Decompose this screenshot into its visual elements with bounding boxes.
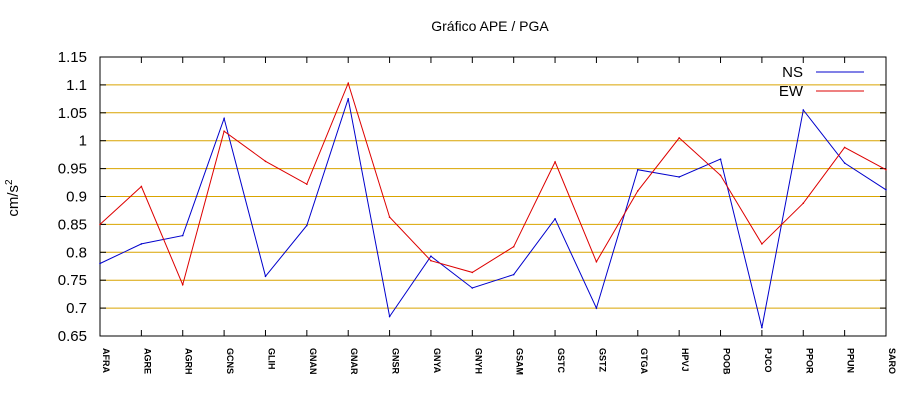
data-point-ns xyxy=(802,109,805,111)
data-point-ew xyxy=(430,259,432,262)
y-axis-label-superscript: 2 xyxy=(4,179,15,185)
x-tick-label: AGRE xyxy=(142,348,152,374)
y-tick-label: 0.9 xyxy=(66,189,87,206)
data-point-ew xyxy=(264,160,267,163)
y-tick-label: 1 xyxy=(79,133,87,150)
legend: NS EW xyxy=(779,64,864,100)
x-tick-label: SARO xyxy=(887,348,897,374)
x-tick-label: PPUN xyxy=(846,348,856,373)
y-tick-label: 0.75 xyxy=(58,272,87,289)
data-point-ew xyxy=(885,168,887,171)
y-axis-ticks: 0.65 0.7 0.75 0.8 0.85 0.9 0.95 1 1.05 1.1 1.15 xyxy=(58,49,886,345)
data-point-ns xyxy=(636,168,639,171)
data-point-ew xyxy=(802,202,805,204)
x-tick-label: AFRA xyxy=(101,348,111,373)
y-tick-label: 1.05 xyxy=(58,105,87,122)
y-tick-label: 0.95 xyxy=(58,161,87,178)
data-point-ew xyxy=(347,82,350,85)
x-tick-label: GNYA xyxy=(432,348,442,374)
series-line-ns xyxy=(99,98,887,328)
data-point-ew xyxy=(306,183,308,186)
y-axis-label: cm/s2 xyxy=(4,179,22,217)
data-point-ns xyxy=(595,307,598,309)
x-tick-label: POOB xyxy=(722,348,732,375)
data-point-ns xyxy=(761,326,763,329)
data-point-ew xyxy=(512,245,515,248)
data-point-ew xyxy=(99,223,101,226)
y-tick-label: 0.7 xyxy=(66,300,87,317)
data-point-ns xyxy=(140,243,143,245)
data-point-ns xyxy=(719,158,722,160)
data-point-ns xyxy=(264,275,267,278)
data-point-ns xyxy=(347,98,350,100)
data-point-ew xyxy=(471,271,474,274)
data-point-ew xyxy=(678,137,680,139)
data-point-ew xyxy=(388,216,391,218)
y-tick-label: 0.65 xyxy=(58,328,87,345)
x-tick-label: PPOR xyxy=(804,348,814,374)
data-point-ew xyxy=(140,185,143,188)
x-tick-label: GNAN xyxy=(308,348,318,375)
data-point-ew xyxy=(554,161,556,163)
data-point-ns xyxy=(388,315,391,318)
x-tick-label: PJCO xyxy=(763,348,773,373)
data-point-ns xyxy=(223,117,225,120)
x-tick-label: AGRH xyxy=(184,348,194,375)
data-point-ns xyxy=(306,224,308,227)
data-point-ns xyxy=(885,189,887,191)
data-point-ew xyxy=(223,130,225,133)
data-point-ew xyxy=(719,174,722,177)
x-tick-label: GTGA xyxy=(639,348,649,374)
data-point-ew xyxy=(595,260,598,263)
x-tick-label: GNSR xyxy=(391,348,401,375)
y-tick-label: 1.15 xyxy=(58,49,87,66)
legend-label-ns: NS xyxy=(782,64,803,81)
data-point-ns xyxy=(181,234,184,237)
y-tick-label: 0.85 xyxy=(58,216,87,233)
data-point-ns xyxy=(678,176,680,178)
y-tick-label: 0.8 xyxy=(66,244,87,261)
series-lines xyxy=(99,81,887,329)
x-tick-label: GCNS xyxy=(225,348,235,374)
data-point-ns xyxy=(471,287,474,289)
x-tick-label: GSTZ xyxy=(597,348,607,373)
y-tick-label: 1.1 xyxy=(66,77,87,94)
x-tick-label: GNYH xyxy=(473,348,483,374)
data-point-ew xyxy=(843,146,846,149)
data-point-ew xyxy=(761,243,763,245)
x-tick-label: GLIH xyxy=(266,348,276,370)
x-tick-label: HPVJ xyxy=(680,348,690,372)
data-point-ew xyxy=(636,190,639,192)
x-tick-label: GNAR xyxy=(349,348,359,375)
data-point-ns xyxy=(512,273,515,276)
data-point-ns xyxy=(99,262,101,265)
chart-title: Gráfico APE / PGA xyxy=(431,18,549,34)
data-point-ns xyxy=(843,162,846,164)
x-tick-label: GSTC xyxy=(556,348,566,374)
x-axis-ticks: AFRA AGRE AGRH GCNS GLIH GNAN GNAR GNSR GNYA GNYH… xyxy=(99,57,897,375)
legend-label-ew: EW xyxy=(779,83,804,100)
data-point-ew xyxy=(181,283,184,286)
data-point-ns xyxy=(554,218,556,220)
data-point-ns xyxy=(430,255,432,258)
series-line-ew xyxy=(99,81,887,287)
x-tick-label: GSAM xyxy=(515,348,525,375)
